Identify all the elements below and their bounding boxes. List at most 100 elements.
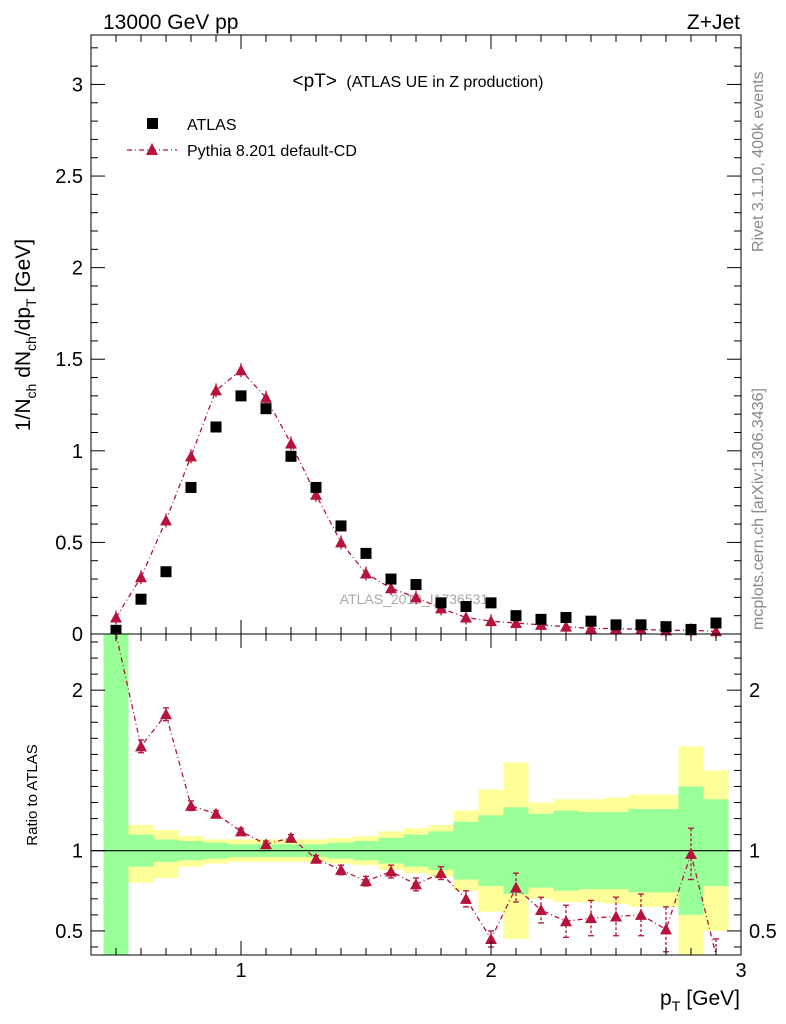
ratio-point (435, 867, 447, 879)
ratio-y-tick-label-right: 0.5 (749, 921, 777, 943)
ratio-panel: 0.5 0.5 1 1 2 2 Ratio to ATLAS (24, 633, 777, 956)
energy-label: 13000 GeV pp (103, 11, 238, 34)
pythia-point (360, 567, 372, 579)
chart-title: <pT> (ATLAS UE in Z production) (293, 71, 544, 92)
atlas-point (135, 593, 147, 605)
stat-uncertainty-band (703, 799, 729, 886)
ratio-point (160, 708, 172, 720)
main-y-tick-labels: 0 0.5 1 1.5 2 2.5 3 (55, 74, 83, 646)
atlas-point (360, 547, 372, 559)
pythia-point (235, 364, 247, 376)
legend-label-pythia: Pythia 8.201 default-CD (187, 143, 357, 160)
ratio-y-tick-label: 2 (72, 680, 83, 702)
pythia-point (560, 620, 572, 632)
atlas-point (310, 481, 322, 493)
main-y-tick-label: 1.5 (55, 349, 83, 371)
rivet-label: Rivet 3.1.10, 400k events (750, 71, 767, 252)
pythia-point (210, 384, 222, 396)
mcplots-label: mcplots.cern.ch [arXiv:1306.3436] (750, 388, 767, 630)
main-y-tick-label: 2 (72, 258, 83, 280)
ratio-y-axis-label: Ratio to ATLAS (24, 744, 41, 845)
process-label: Z+Jet (687, 11, 740, 34)
ratio-point (360, 875, 372, 887)
ratio-point (235, 825, 247, 837)
atlas-point (535, 613, 547, 625)
ratio-point (535, 904, 547, 916)
ratio-point (185, 799, 197, 811)
atlas-point (710, 617, 722, 629)
legend-marker-pythia (146, 143, 158, 155)
atlas-point (110, 624, 122, 636)
ratio-point (410, 878, 422, 890)
pythia-point (135, 571, 147, 583)
atlas-point (460, 601, 472, 613)
pythia-point (585, 622, 597, 634)
ratio-point (560, 915, 572, 927)
atlas-point (410, 579, 422, 591)
ratio-point (585, 912, 597, 924)
ratio-point (260, 838, 272, 850)
atlas-point (560, 612, 572, 624)
chart-title-main: <pT> (293, 71, 337, 92)
x-tick-label: 1 (235, 960, 246, 982)
ratio-panel-ticks (91, 634, 742, 955)
pythia-point (335, 536, 347, 548)
atlas-point (235, 390, 247, 402)
main-data-marks (110, 363, 722, 639)
pythia-point (260, 391, 272, 403)
pythia-point (285, 437, 297, 449)
atlas-point (610, 619, 622, 631)
ratio-point (135, 740, 147, 752)
ratio-data-marks (113, 633, 719, 956)
stat-uncertainty-band (103, 634, 129, 955)
pythia-point (510, 617, 522, 629)
ratio-y-tick-label-right: 1 (749, 841, 760, 863)
pythia-point (410, 591, 422, 603)
main-y-tick-label: 2.5 (55, 166, 83, 188)
legend-label-atlas: ATLAS (187, 117, 237, 134)
atlas-point (285, 450, 297, 462)
main-panel-ticks (91, 35, 742, 635)
main-y-tick-label: 0 (72, 624, 83, 646)
ratio-point (485, 932, 497, 944)
atlas-point (635, 619, 647, 631)
ratio-line (115, 633, 717, 956)
atlas-point (435, 597, 447, 609)
legend: ATLAS Pythia 8.201 default-CD (127, 117, 357, 160)
pythia-point (310, 488, 322, 500)
atlas-point (185, 481, 197, 493)
ratio-y-tick-label: 1 (72, 841, 83, 863)
pythia-point (185, 450, 197, 462)
atlas-point (685, 623, 697, 635)
main-y-axis-label: 1/Nch dNch/dpT [GeV] (12, 239, 39, 431)
pythia-point (385, 582, 397, 594)
ratio-point (635, 908, 647, 920)
ratio-point (385, 865, 397, 877)
atlas-point (660, 621, 672, 633)
main-y-tick-label: 0.5 (55, 532, 83, 554)
atlas-point (210, 421, 222, 433)
ratio-point (660, 923, 672, 935)
atlas-point (160, 566, 172, 578)
ratio-point (335, 863, 347, 875)
x-tick-label: 3 (735, 960, 746, 982)
ratio-y-tick-label: 0.5 (55, 921, 83, 943)
ratio-point (210, 807, 222, 819)
atlas-point (510, 610, 522, 622)
atlas-point (335, 520, 347, 532)
main-y-tick-label: 3 (72, 74, 83, 96)
atlas-point (585, 615, 597, 627)
ratio-y-tick-labels: 0.5 0.5 1 1 2 2 (55, 680, 777, 943)
ratio-uncertainty-bands (103, 634, 729, 955)
ratio-point (310, 852, 322, 864)
x-tick-labels: 1 2 3 (235, 960, 746, 982)
ratio-point (685, 847, 697, 859)
atlas-point (385, 573, 397, 585)
atlas-point (260, 403, 272, 415)
x-axis-label: pT [GeV] (660, 987, 740, 1014)
main-y-tick-label: 1 (72, 441, 83, 463)
ratio-y-tick-label-right: 2 (749, 680, 760, 702)
x-tick-label: 2 (485, 960, 496, 982)
pythia-point (460, 611, 472, 623)
